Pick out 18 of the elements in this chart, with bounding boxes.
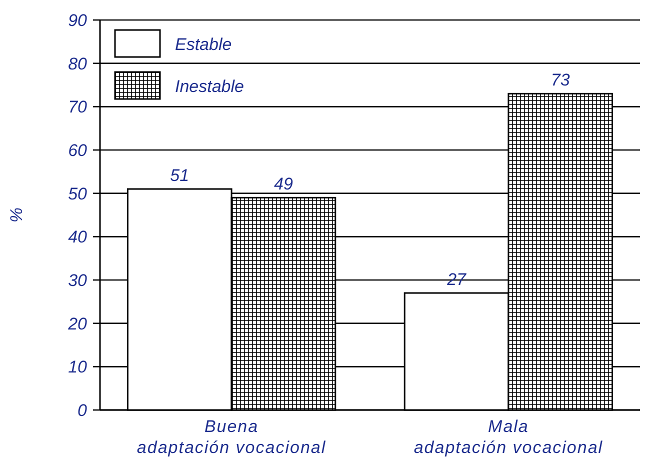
y-tick-label: 40 xyxy=(68,228,88,247)
y-tick-label: 70 xyxy=(68,98,88,117)
y-tick-label: 90 xyxy=(68,10,88,30)
y-tick-label: 60 xyxy=(68,140,88,160)
y-tick-label: 80 xyxy=(68,54,88,74)
y-tick-label: 10 xyxy=(68,358,88,377)
data-label: 73 xyxy=(550,70,570,90)
data-label: 51 xyxy=(170,166,190,185)
data-label: 49 xyxy=(274,174,294,194)
x-tick-label: Buena adaptación vocacional xyxy=(136,417,326,457)
y-tick-label: 0 xyxy=(78,400,88,420)
y-tick-label: 30 xyxy=(68,270,88,290)
legend-label: Estable xyxy=(175,34,232,54)
x-tick-label: Mala adaptación vocacional xyxy=(414,417,604,457)
y-axis-title: % xyxy=(7,207,26,223)
legend-label: Inestable xyxy=(175,76,244,96)
y-tick-label: 50 xyxy=(68,184,88,204)
y-tick-label: 20 xyxy=(67,314,88,334)
